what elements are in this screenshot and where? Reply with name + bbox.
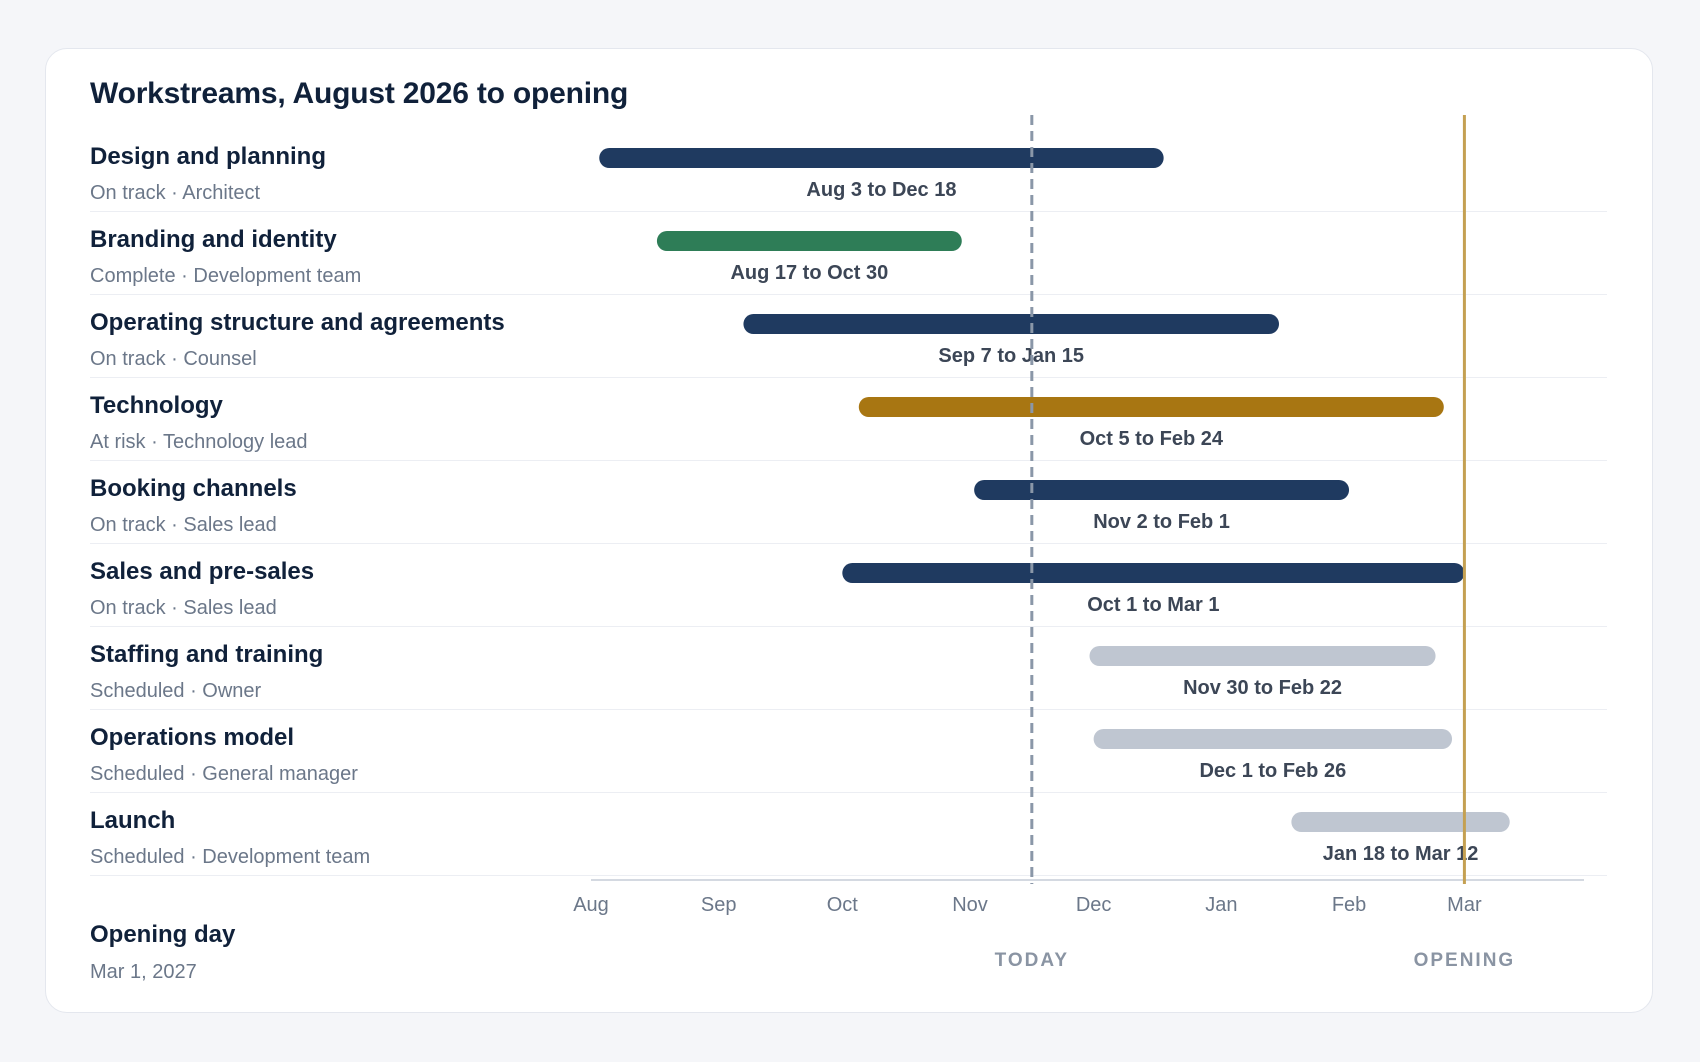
x-tick-label: Dec xyxy=(1076,894,1112,916)
x-tick-label: Sep xyxy=(701,894,737,916)
opening-day-date: Mar 1, 2027 xyxy=(90,961,197,983)
row-divider xyxy=(90,377,1607,378)
row-divider xyxy=(90,460,1607,461)
x-tick-label: Mar xyxy=(1447,894,1482,916)
workstream-row: Operating structure and agreements On tra… xyxy=(46,295,1652,378)
workstream-row: Booking channels On track · Sales lead xyxy=(46,461,1652,544)
x-tick-label: Feb xyxy=(1332,894,1366,916)
x-tick-label: Nov xyxy=(952,894,988,916)
x-tick-label: Oct xyxy=(827,894,859,916)
gantt-bar xyxy=(1291,812,1510,832)
gantt-bar xyxy=(1093,729,1453,749)
workstream-meta: On track · Sales lead xyxy=(90,597,277,619)
workstream-meta: Complete · Development team xyxy=(90,265,362,287)
workstream-row: Staffing and training Scheduled · Owner xyxy=(46,627,1652,710)
bar-date-label: Aug 3 to Dec 18 xyxy=(806,179,956,201)
row-divider xyxy=(90,294,1607,295)
timeline-card: Workstreams, August 2026 to opening Desi… xyxy=(45,48,1653,1013)
bar-date-label: Dec 1 to Feb 26 xyxy=(1199,760,1346,782)
row-divider xyxy=(90,792,1607,793)
gantt-bar xyxy=(858,397,1444,417)
workstream-name: Booking channels xyxy=(90,475,297,502)
gantt-bar xyxy=(656,231,962,251)
opening-marker-label: OPENING xyxy=(1414,950,1516,971)
workstream-meta: At risk · Technology lead xyxy=(90,431,308,453)
gantt-chart: Aug Sep Oct Nov Dec Jan Feb Mar Aug 3 to Dec 18 A… xyxy=(573,115,1584,971)
row-divider xyxy=(90,543,1607,544)
row-divider xyxy=(90,211,1607,212)
gantt-bar xyxy=(974,480,1350,500)
workstream-row: Operations model Scheduled · General mana… xyxy=(46,710,1652,793)
x-tick-label: Aug xyxy=(573,894,609,916)
workstream-row: Technology At risk · Technology lead xyxy=(46,378,1652,461)
workstream-name: Staffing and training xyxy=(90,641,324,668)
workstream-row: Launch Scheduled · Development team xyxy=(46,793,1652,876)
workstream-row: Branding and identity Complete · Developm… xyxy=(46,212,1652,295)
workstream-name: Launch xyxy=(90,807,176,834)
row-divider xyxy=(90,709,1607,710)
workstream-name: Design and planning xyxy=(90,143,327,170)
bar-date-label: Oct 5 to Feb 24 xyxy=(1080,428,1224,450)
gantt-bar xyxy=(842,563,1465,583)
workstream-name: Sales and pre-sales xyxy=(90,558,315,585)
workstream-meta: Scheduled · Development team xyxy=(90,846,371,868)
bar-date-label: Sep 7 to Jan 15 xyxy=(938,345,1084,367)
opening-day-title: Opening day xyxy=(90,921,236,948)
gantt-bar xyxy=(743,314,1280,334)
bar-date-label: Jan 18 to Mar 12 xyxy=(1323,843,1479,865)
workstream-row: Sales and pre-sales On track · Sales lead xyxy=(46,544,1652,627)
workstream-meta: Scheduled · Owner xyxy=(90,680,262,702)
bar-date-label: Nov 2 to Feb 1 xyxy=(1093,511,1230,533)
workstream-meta: Scheduled · General manager xyxy=(90,763,358,785)
x-tick-label: Jan xyxy=(1205,894,1237,916)
gantt-bar xyxy=(1089,646,1436,666)
workstream-rows: Design and planning On track · Architect B… xyxy=(46,49,1652,1012)
workstream-meta: On track · Counsel xyxy=(90,348,257,370)
workstream-meta: On track · Sales lead xyxy=(90,514,277,536)
bar-date-label: Nov 30 to Feb 22 xyxy=(1183,677,1342,699)
workstream-name: Operations model xyxy=(90,724,295,751)
row-divider xyxy=(90,626,1607,627)
workstream-name: Branding and identity xyxy=(90,226,337,253)
chart-title: Workstreams, August 2026 to opening xyxy=(90,77,629,110)
workstream-name: Operating structure and agreements xyxy=(90,309,505,336)
today-marker-label: TODAY xyxy=(995,950,1069,971)
workstream-name: Technology xyxy=(90,392,223,419)
workstream-meta: On track · Architect xyxy=(90,182,261,204)
gantt-bar xyxy=(599,148,1164,168)
row-divider xyxy=(90,875,1607,876)
workstream-row: Design and planning On track · Architect xyxy=(46,129,1652,212)
bar-date-label: Aug 17 to Oct 30 xyxy=(730,262,888,284)
bar-date-label: Oct 1 to Mar 1 xyxy=(1087,594,1219,616)
